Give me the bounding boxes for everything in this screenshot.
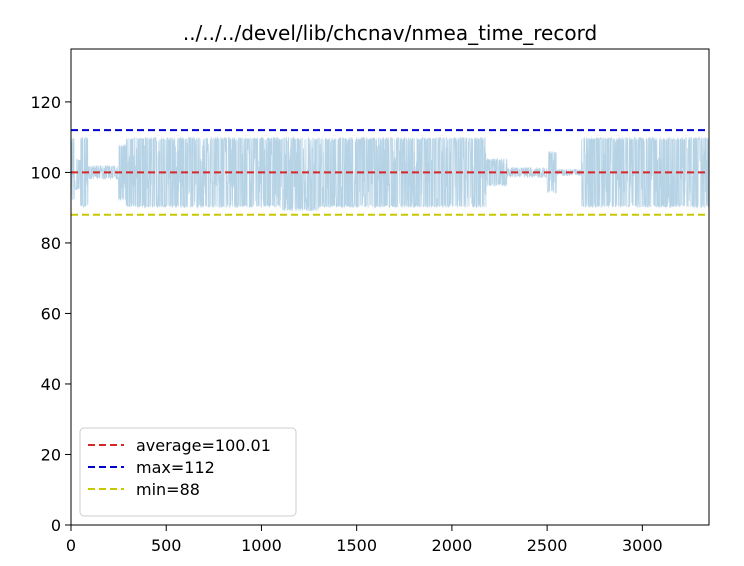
y-tick-label: 0 [51,516,61,535]
signal-line [70,136,710,212]
y-tick-label: 100 [30,163,61,182]
x-tick-label: 500 [151,536,182,555]
legend: average=100.01 max=112 min=88 [79,427,297,517]
signal-series-layer [70,136,710,212]
x-tick-label: 1000 [241,536,282,555]
plot-frame [70,48,710,526]
y-axis: 0 20 40 60 80 100 120 [30,93,71,535]
y-tick-label: 20 [41,445,61,464]
legend-label: average=100.01 [136,436,271,455]
legend-box [79,427,297,517]
x-tick-label: 1500 [336,536,377,555]
x-tick-label: 2000 [432,536,473,555]
chart-title: ../../../devel/lib/chcnav/nmea_time_reco… [183,21,597,45]
y-tick-label: 80 [41,234,61,253]
x-axis: 0 500 1000 1500 2000 2500 3000 [66,525,663,555]
y-tick-label: 40 [41,375,61,394]
x-tick-label: 3000 [622,536,663,555]
legend-label: min=88 [136,480,200,499]
y-tick-label: 120 [30,93,61,112]
reference-lines-layer [71,129,709,216]
x-tick-label: 2500 [527,536,568,555]
x-tick-label: 0 [66,536,76,555]
y-tick-label: 60 [41,304,61,323]
legend-label: max=112 [136,458,215,477]
